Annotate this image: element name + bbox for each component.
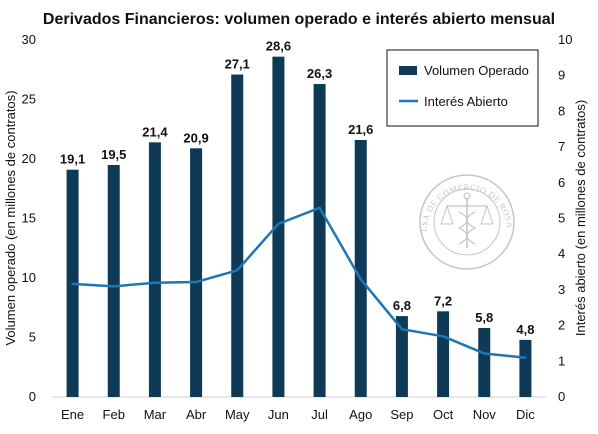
bar — [190, 148, 203, 397]
bar-data-label: 28,6 — [266, 39, 291, 54]
bar-data-label: 27,1 — [225, 57, 250, 72]
x-tick-label: Mar — [144, 407, 167, 422]
y2-tick-label: 3 — [558, 282, 565, 297]
y2-axis-title: Interés abierto (en millones de contrato… — [573, 100, 588, 336]
bar-data-label: 19,1 — [60, 152, 85, 167]
bar-data-label: 7,2 — [434, 293, 452, 308]
y-axis-ticks: 0 5 10 15 20 25 30 — [22, 32, 36, 404]
y-tick-label: 15 — [22, 211, 36, 226]
x-tick-label: Jun — [268, 407, 289, 422]
legend-box — [386, 49, 539, 127]
y-tick-label: 10 — [22, 270, 36, 285]
y2-tick-label: 5 — [558, 211, 565, 226]
x-tick-label: Nov — [473, 407, 497, 422]
y-tick-label: 30 — [22, 32, 36, 47]
line-point — [524, 356, 527, 359]
y-axis-title: Volumen operado (en millones de contrato… — [3, 90, 18, 345]
y2-tick-label: 8 — [558, 103, 565, 118]
legend-swatch-volumen — [399, 66, 417, 75]
bar-data-labels: 19,1 19,5 21,4 20,9 27,1 28,6 26,3 21,6 6,8 7,2 5,… — [60, 39, 535, 337]
y2-tick-label: 4 — [558, 246, 565, 261]
interes-abierto-line — [72, 206, 526, 359]
y2-tick-label: 7 — [558, 139, 565, 154]
legend-label-volumen: Volumen Operado — [424, 63, 529, 78]
y-tick-label: 0 — [29, 389, 36, 404]
bar — [313, 84, 326, 397]
x-axis-ticks: Ene Feb Mar Abr May Jun Jul Ago Sep Oct Nov Dic — [61, 407, 535, 422]
x-tick-label: Dic — [516, 407, 535, 422]
line-point — [71, 282, 74, 286]
x-tick-label: Sep — [390, 407, 413, 422]
bar — [437, 311, 450, 397]
y2-tick-label: 2 — [558, 318, 565, 333]
bar — [354, 139, 367, 397]
bar-data-label: 21,4 — [142, 124, 168, 139]
y2-tick-label: 9 — [558, 68, 565, 83]
y2-tick-label: 6 — [558, 175, 565, 190]
bar — [272, 56, 285, 397]
bar-data-label: 4,8 — [516, 322, 534, 337]
x-tick-label: Oct — [433, 407, 454, 422]
bar-series — [66, 56, 532, 397]
bar — [107, 164, 120, 397]
line-series — [71, 206, 527, 359]
line-point — [277, 222, 280, 226]
y-tick-label: 25 — [22, 92, 36, 107]
y-tick-label: 20 — [22, 151, 36, 166]
y2-axis-ticks: 0 1 2 3 4 5 6 7 8 9 10 — [558, 32, 572, 404]
x-tick-label: Ene — [61, 407, 84, 422]
x-tick-label: Feb — [103, 407, 125, 422]
legend-label-interes: Interés Abierto — [424, 94, 508, 109]
bar-data-label: 19,5 — [101, 147, 126, 162]
bar-data-label: 6,8 — [393, 298, 411, 313]
y2-tick-label: 10 — [558, 32, 572, 47]
line-point — [441, 335, 445, 338]
line-point — [194, 280, 198, 284]
bar-data-label: 21,6 — [348, 122, 373, 137]
y2-tick-label: 0 — [558, 389, 565, 404]
x-tick-label: Abr — [186, 407, 207, 422]
bar — [231, 74, 244, 397]
x-tick-label: Ago — [349, 407, 372, 422]
chart-title: Derivados Financieros: volumen operado e… — [43, 11, 555, 28]
line-point — [483, 352, 486, 355]
bar — [395, 316, 408, 397]
x-tick-label: Jul — [311, 407, 328, 422]
bar-data-label: 26,3 — [307, 66, 332, 81]
bar — [478, 327, 491, 397]
bar — [148, 142, 161, 397]
legend: Volumen Operado Interés Abierto — [386, 49, 539, 127]
line-point — [400, 327, 404, 331]
line-point — [153, 281, 157, 284]
bar-data-label: 20,9 — [183, 130, 208, 145]
x-tick-label: May — [225, 407, 250, 422]
bar-data-label: 5,8 — [475, 310, 493, 325]
y2-tick-label: 1 — [558, 353, 565, 368]
line-point — [359, 277, 362, 281]
y-tick-label: 5 — [29, 330, 36, 345]
line-point — [318, 206, 321, 209]
bar — [519, 339, 532, 397]
line-point — [112, 285, 115, 288]
line-point — [236, 269, 239, 272]
